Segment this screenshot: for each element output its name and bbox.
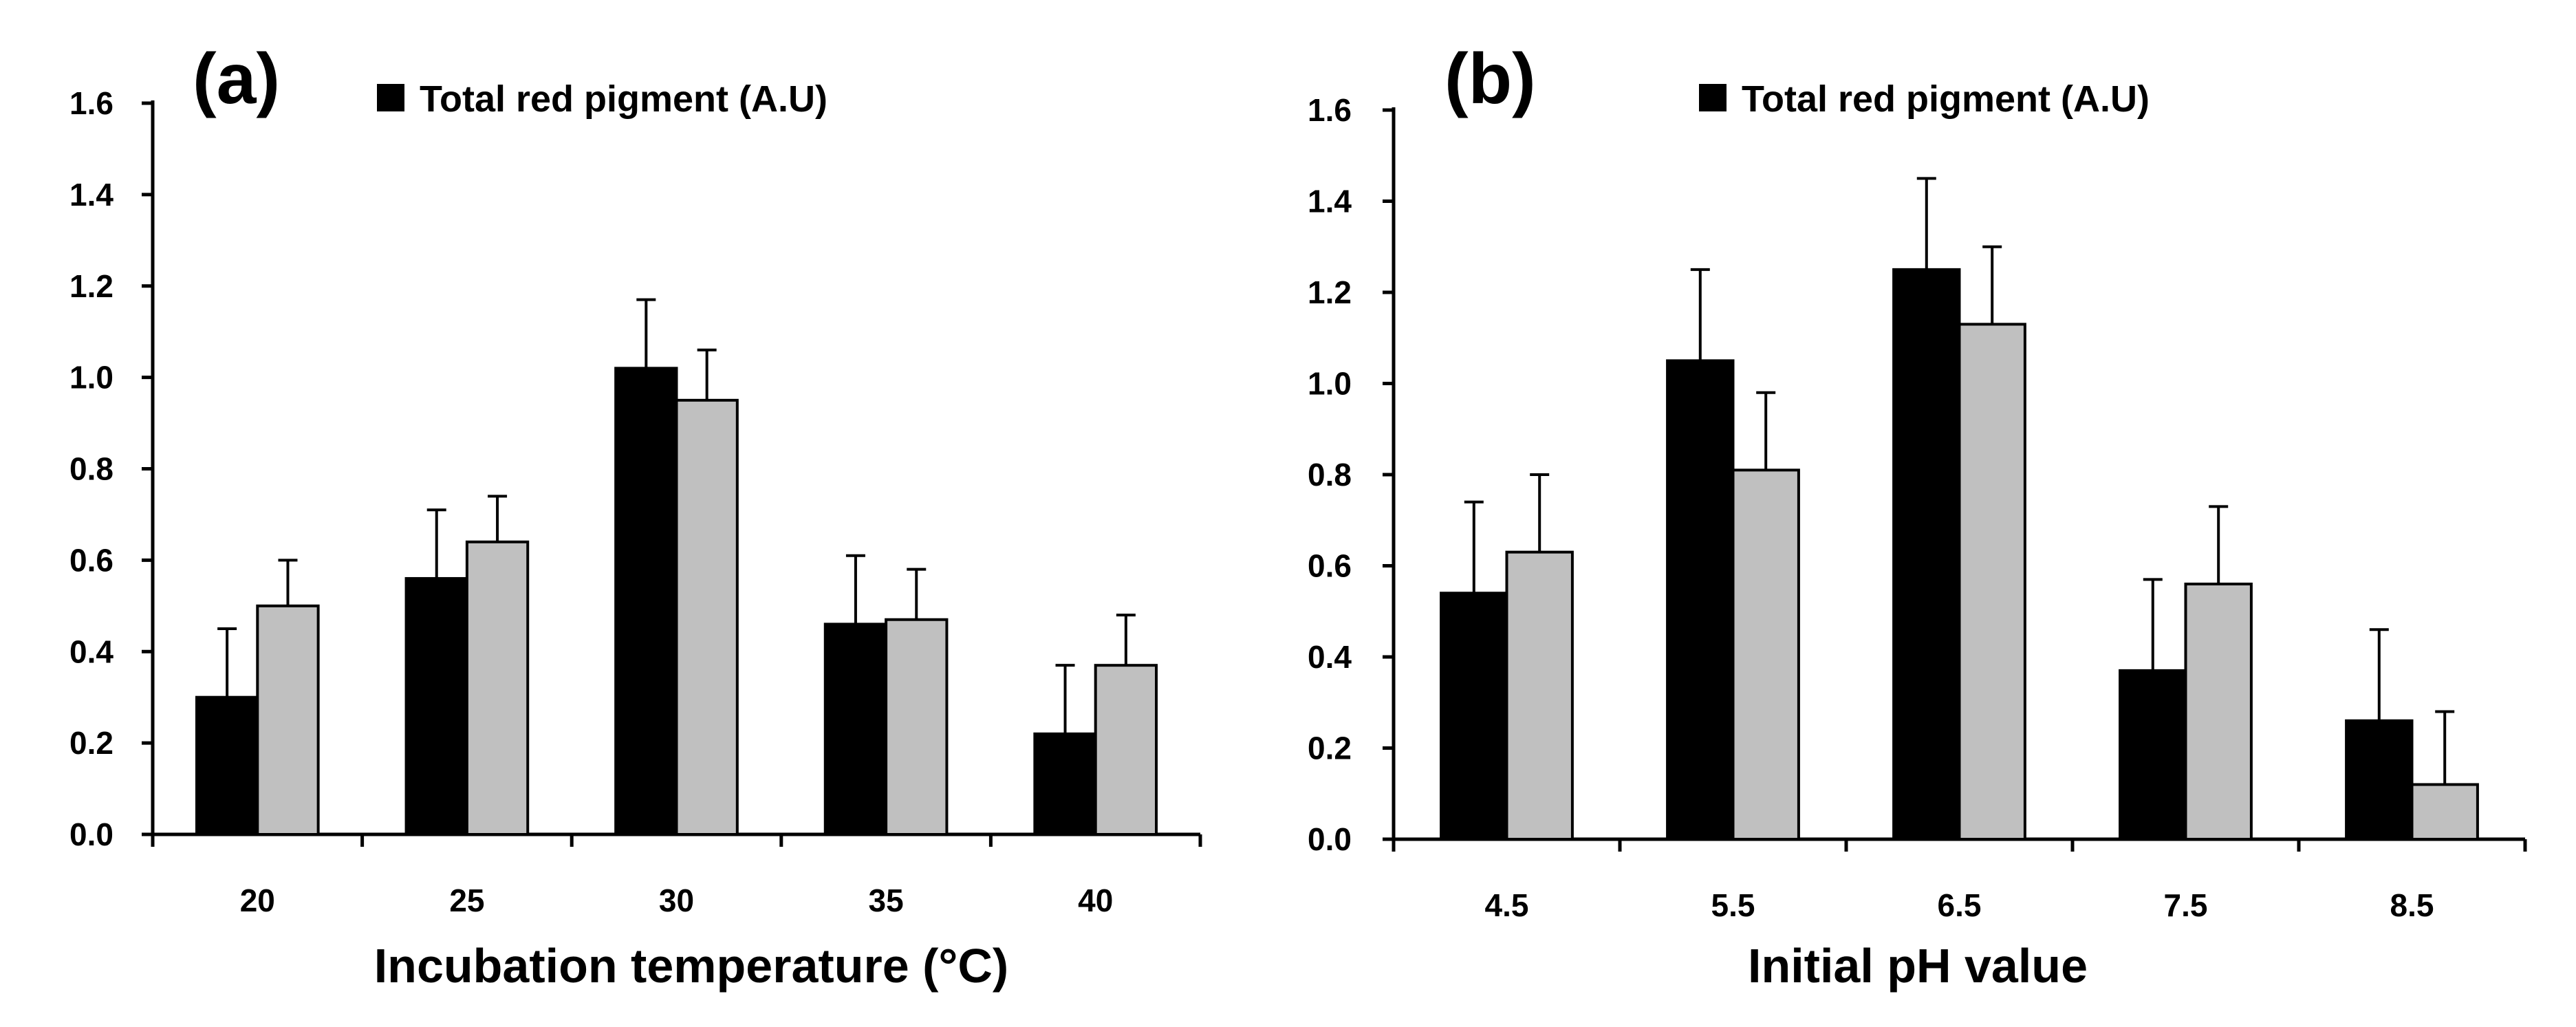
y-tick-label: 0.6 [69, 542, 113, 578]
panel-label: (a) [193, 39, 280, 119]
bar [256, 604, 320, 836]
x-axis-title: Incubation temperature (°C) [374, 939, 1009, 993]
y-tick-label: 1.6 [69, 85, 113, 121]
x-axis-title: Initial pH value [1748, 939, 2088, 993]
y-tick-label: 1.0 [69, 360, 113, 396]
bar [465, 540, 530, 836]
y-tick-label: 0.0 [1308, 821, 1352, 857]
x-tick-label: 30 [659, 883, 694, 918]
bar [675, 398, 739, 836]
panel-label: (b) [1444, 39, 1536, 119]
bar [2119, 669, 2187, 841]
x-tick-label: 6.5 [1938, 887, 1982, 923]
y-tick-label: 0.2 [69, 725, 113, 761]
bar [1666, 359, 1735, 841]
y-tick-label: 0.8 [1308, 457, 1352, 493]
y-tick-label: 1.4 [1308, 184, 1352, 219]
bar [1958, 323, 2026, 841]
bar [614, 367, 678, 836]
y-tick-label: 0.0 [69, 817, 113, 852]
bar [2345, 719, 2414, 841]
legend-label: Total red pigment (A.U) [1742, 78, 2150, 120]
bar [1033, 732, 1097, 836]
bar [195, 695, 259, 836]
legend-swatch [1699, 84, 1727, 111]
bar [404, 576, 468, 836]
y-tick-label: 0.4 [1308, 639, 1352, 675]
y-tick-label: 1.4 [69, 177, 113, 213]
y-tick-label: 0.4 [69, 634, 113, 669]
y-tick-label: 0.6 [1308, 548, 1352, 584]
bar [2184, 583, 2253, 841]
x-tick-label: 5.5 [1711, 887, 1755, 923]
y-tick-label: 0.2 [1308, 731, 1352, 766]
x-tick-label: 4.5 [1485, 887, 1529, 923]
x-tick-label: 35 [869, 883, 904, 918]
legend-label: Total red pigment (A.U) [420, 78, 827, 120]
x-tick-label: 25 [449, 883, 484, 918]
bar [1440, 592, 1508, 841]
bar [1094, 664, 1158, 836]
bar [823, 623, 888, 836]
bar [1505, 550, 1574, 841]
bar [1892, 268, 1961, 841]
x-tick-label: 20 [240, 883, 275, 918]
panel-b: 0.0 0.2 0.4 0.6 0.8 1.0 1.2 1.4 1.6 4.5 5.5 6.5 7.5 8… [1308, 39, 2527, 993]
x-tick-label: 7.5 [2164, 887, 2208, 923]
x-tick-label: 8.5 [2390, 887, 2434, 923]
x-tick-label: 40 [1078, 883, 1113, 918]
y-tick-label: 1.0 [1308, 366, 1352, 402]
bar [2410, 783, 2479, 841]
y-tick-label: 1.2 [1308, 274, 1352, 310]
y-tick-label: 1.6 [1308, 92, 1352, 128]
y-tick-label: 1.2 [69, 268, 113, 304]
y-tick-label: 0.8 [69, 451, 113, 487]
bar [1731, 468, 1800, 841]
legend-swatch [377, 84, 404, 111]
panel-a: 0.0 0.2 0.4 0.6 0.8 1.0 1.2 1.4 1.6 20 25 30 35 40 (a)… [69, 39, 1202, 993]
bar [885, 618, 949, 836]
